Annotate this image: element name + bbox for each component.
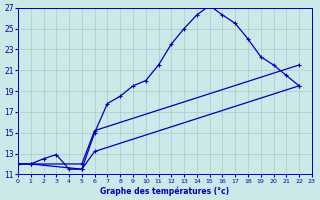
X-axis label: Graphe des températures (°c): Graphe des températures (°c) bbox=[100, 186, 229, 196]
